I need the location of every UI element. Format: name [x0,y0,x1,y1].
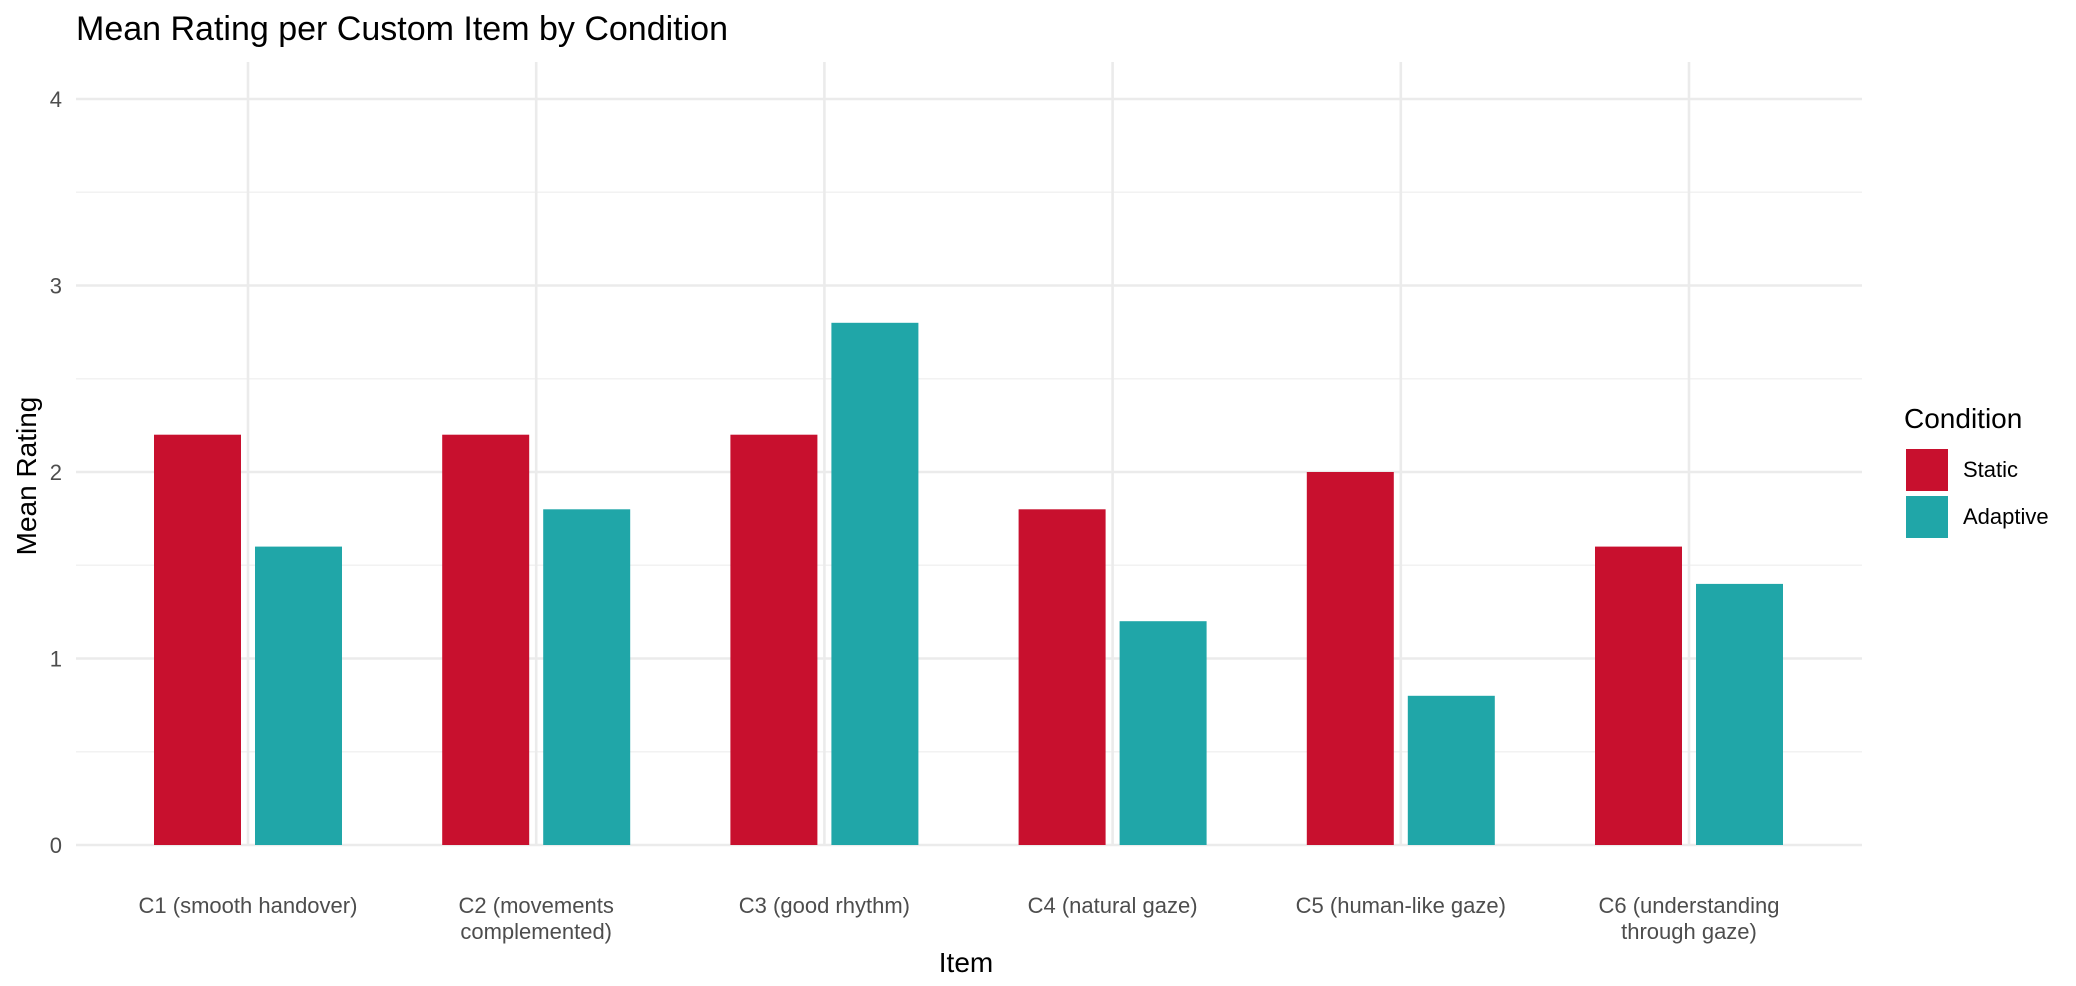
legend-label-static: Static [1963,457,2018,482]
bar-static-3 [730,434,818,845]
bar-adaptive-3 [831,322,919,845]
bar-adaptive-4 [1119,621,1207,845]
x-tick-label: C2 (movements complemented) [459,893,614,944]
x-axis-title: Item [939,947,993,978]
x-tick-labels: C1 (smooth handover) C2 (movements complem… [139,893,1780,944]
bar-adaptive-2 [543,509,631,845]
bars [154,322,1783,845]
x-tick-label: C4 (natural gaze) [1028,893,1198,918]
x-tick-label: C5 (human-like gaze) [1296,893,1506,918]
y-tick-labels: 0 1 2 3 4 [50,87,62,858]
x-tick-label: C1 (smooth handover) [139,893,358,918]
bar-adaptive-5 [1407,695,1495,845]
y-tick-label: 0 [50,833,62,858]
x-tick-label: C3 (good rhythm) [739,893,910,918]
legend-label-adaptive: Adaptive [1963,504,2049,529]
bar-static-1 [154,434,241,845]
legend-title: Condition [1904,403,2022,434]
legend: Condition Static Adaptive [1904,403,2049,538]
y-tick-label: 2 [50,460,62,485]
y-axis-title: Mean Rating [11,397,42,556]
bar-adaptive-6 [1696,583,1783,845]
grid [76,62,1862,847]
bar-static-2 [442,434,530,845]
bar-static-4 [1018,509,1106,845]
x-tick-label: C6 (understanding through gaze) [1598,893,1779,944]
legend-key-adaptive [1906,496,1948,538]
legend-key-static [1906,449,1948,491]
bar-static-6 [1595,546,1682,845]
chart-title: Mean Rating per Custom Item by Condition [76,10,728,48]
y-tick-label: 3 [50,274,62,299]
bar-adaptive-1 [255,546,342,845]
y-tick-label: 4 [50,87,62,112]
y-tick-label: 1 [50,647,62,672]
bar-static-5 [1306,472,1394,845]
